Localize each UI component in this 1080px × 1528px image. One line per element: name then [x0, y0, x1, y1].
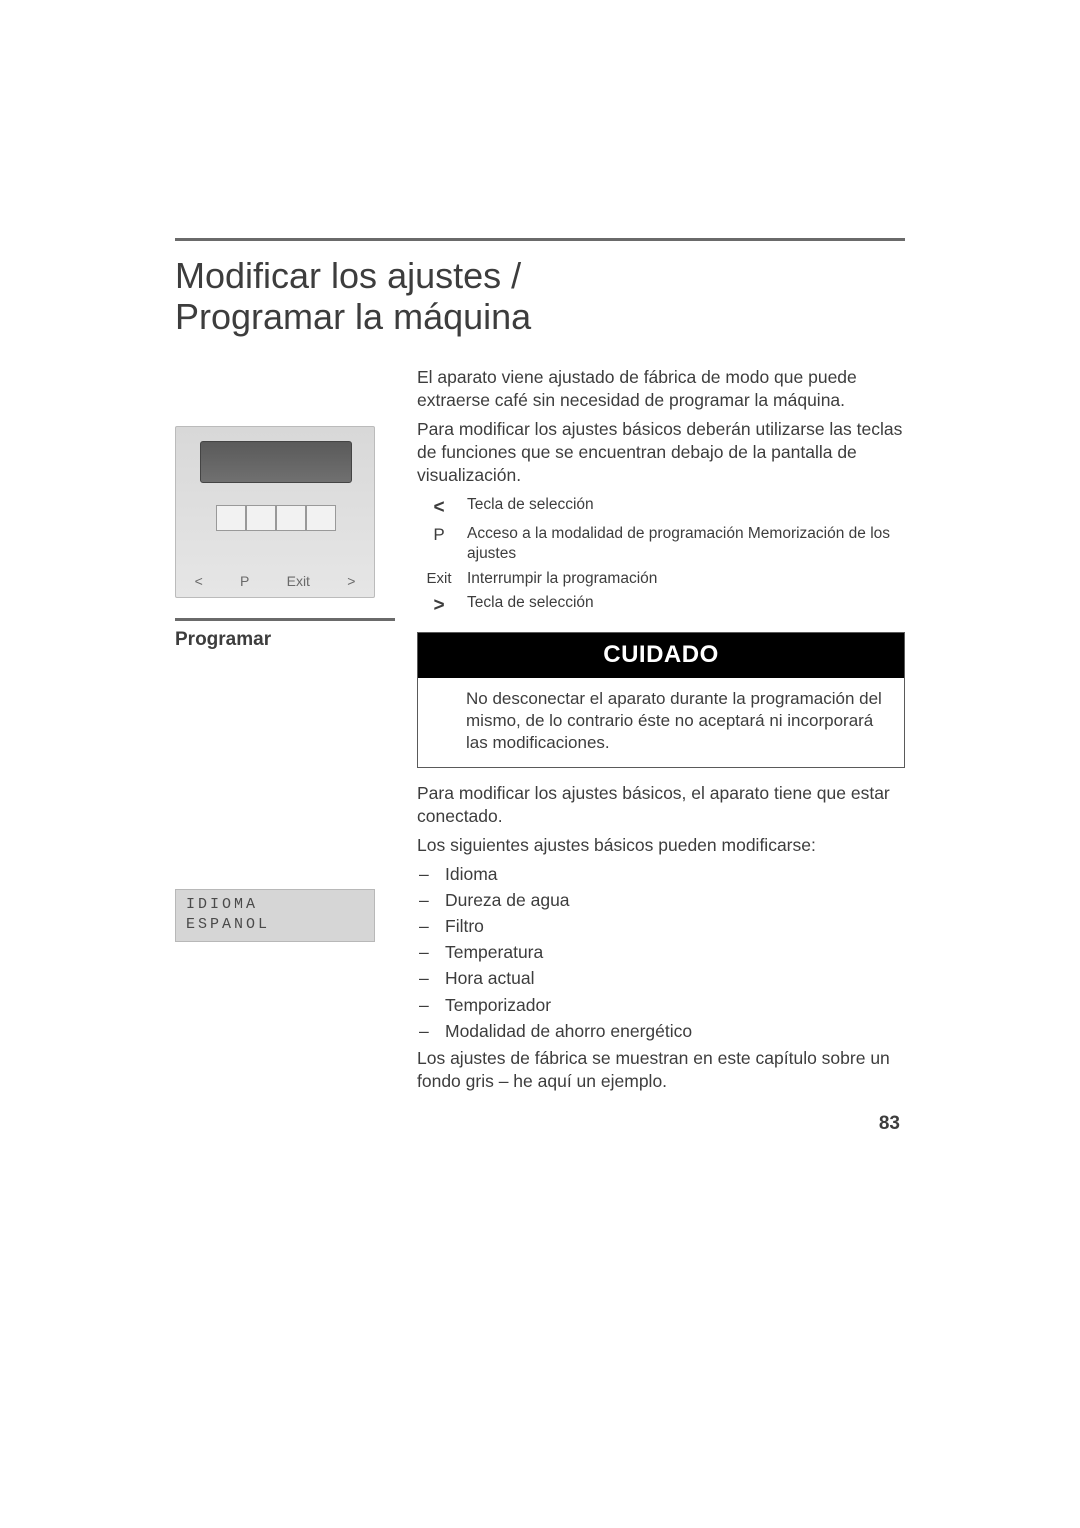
- example-box: IDIOMA ESPANOL: [175, 889, 375, 943]
- legend-txt-exit: Interrumpir la programación: [467, 569, 905, 589]
- page-title: Modificar los ajustes / Programar la máq…: [175, 255, 905, 338]
- warning-box: CUIDADO No desconectar el aparato durant…: [417, 632, 905, 768]
- device-illustration: < P Exit >: [175, 426, 375, 598]
- legend-txt-gt: Tecla de selección: [467, 593, 905, 618]
- device-label-p: P: [240, 573, 249, 589]
- list-item-label: Temporizador: [445, 994, 551, 1017]
- list-item-label: Hora actual: [445, 967, 535, 990]
- legend-sym-gt: >: [417, 593, 467, 618]
- list-item: –Dureza de agua: [417, 889, 905, 912]
- list-item: –Modalidad de ahorro energético: [417, 1020, 905, 1043]
- device-screen: [200, 441, 352, 483]
- settings-list: –Idioma –Dureza de agua –Filtro –Tempera…: [417, 863, 905, 1043]
- example-line-2: ESPANOL: [186, 915, 364, 935]
- intro-p2: Para modificar los ajustes básicos deber…: [417, 418, 905, 487]
- title-line-1: Modificar los ajustes /: [175, 255, 905, 296]
- programar-p1: Para modificar los ajustes básicos, el a…: [417, 782, 905, 828]
- list-item: –Hora actual: [417, 967, 905, 990]
- top-rule: [175, 238, 905, 241]
- intro-p1: El aparato viene ajustado de fábrica de …: [417, 366, 905, 412]
- list-item-label: Temperatura: [445, 941, 543, 964]
- device-label-lt: <: [195, 573, 203, 589]
- legend-txt-p: Acceso a la modalidad de programación Me…: [467, 524, 905, 564]
- page-number: 83: [879, 1113, 900, 1135]
- device-label-exit: Exit: [287, 573, 310, 589]
- device-button-labels: < P Exit >: [176, 573, 374, 589]
- legend-sym-exit: Exit: [417, 569, 467, 589]
- device-button-row: [216, 505, 336, 531]
- section-rule: [175, 618, 395, 621]
- legend-txt-lt: Tecla de selección: [467, 495, 905, 520]
- list-item-label: Filtro: [445, 915, 484, 938]
- warning-head: CUIDADO: [418, 633, 904, 678]
- list-item: –Temporizador: [417, 994, 905, 1017]
- programar-p2: Los siguientes ajustes básicos pueden mo…: [417, 834, 905, 857]
- list-item-label: Modalidad de ahorro energético: [445, 1020, 692, 1043]
- list-item-label: Dureza de agua: [445, 889, 570, 912]
- example-line-1: IDIOMA: [186, 895, 364, 915]
- list-item: –Idioma: [417, 863, 905, 886]
- key-legend: < Tecla de selección P Acceso a la modal…: [417, 495, 905, 618]
- title-line-2: Programar la máquina: [175, 296, 905, 337]
- legend-sym-p: P: [417, 524, 467, 564]
- legend-sym-lt: <: [417, 495, 467, 520]
- list-item-label: Idioma: [445, 863, 498, 886]
- section-head-programar: Programar: [175, 629, 395, 651]
- programar-p3: Los ajustes de fábrica se muestran en es…: [417, 1047, 905, 1093]
- list-item: –Filtro: [417, 915, 905, 938]
- device-label-gt: >: [347, 573, 355, 589]
- list-item: –Temperatura: [417, 941, 905, 964]
- warning-body: No desconectar el aparato durante la pro…: [418, 678, 904, 767]
